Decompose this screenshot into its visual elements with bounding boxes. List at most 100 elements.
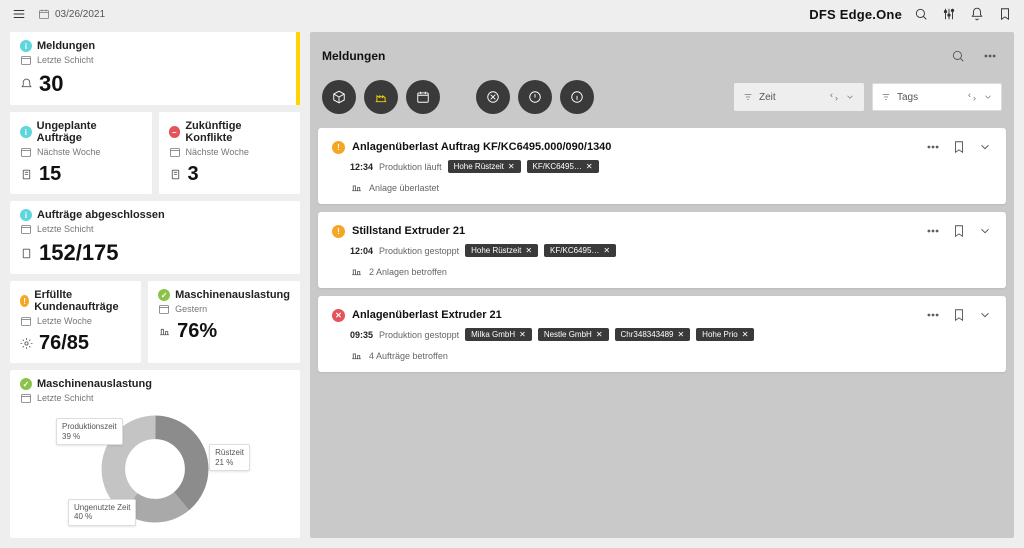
- card-subtitle: Nächste Woche: [37, 147, 100, 157]
- bell-icon[interactable]: [968, 5, 986, 23]
- brand-name: Edge.One: [840, 7, 902, 22]
- sidebar: i Meldungen Letzte Schicht 30 i Ungeplan…: [10, 32, 300, 538]
- menu-icon[interactable]: [10, 5, 28, 23]
- message-status: Produktion gestoppt: [379, 246, 459, 256]
- message-tag[interactable]: Nestle GmbH✕: [538, 328, 609, 341]
- sliders-icon[interactable]: [940, 5, 958, 23]
- dropdown-label: Zeit: [759, 92, 823, 103]
- date-chip[interactable]: 03/26/2021: [38, 8, 105, 20]
- message-more-icon[interactable]: [924, 306, 942, 324]
- kpi-value: 3: [188, 163, 199, 186]
- card-title: Aufträge abgeschlossen: [37, 209, 165, 221]
- message-tag[interactable]: Hohe Rüstzeit✕: [465, 244, 538, 257]
- filter-calendar-icon[interactable]: [406, 80, 440, 114]
- card-subtitle: Letzte Schicht: [37, 224, 94, 234]
- info-icon: i: [20, 40, 32, 52]
- machine-icon: [350, 349, 363, 362]
- calendar-icon: [20, 54, 32, 66]
- message-note: 4 Aufträge betroffen: [369, 351, 448, 361]
- donut-chart: Produktionszeit39 % Rüstzeit21 % Ungenut…: [20, 404, 290, 534]
- chevron-down-icon[interactable]: [976, 138, 994, 156]
- message-tag[interactable]: KF/KC6495…✕: [544, 244, 616, 257]
- card-zukuenftige-konflikte[interactable]: – Zukünftige Konflikte Nächste Woche 3: [159, 112, 301, 194]
- chevron-down-icon[interactable]: [976, 222, 994, 240]
- main-panel: Meldungen: [310, 32, 1014, 538]
- topbar-date: 03/26/2021: [55, 9, 105, 20]
- bookmark-icon[interactable]: [950, 138, 968, 156]
- message-list: ! Anlagenüberlast Auftrag KF/KC6495.000/…: [310, 128, 1014, 372]
- bookmark-icon[interactable]: [950, 306, 968, 324]
- card-erfuellte-kundenauftraege[interactable]: ! Erfüllte Kundenaufträge Letzte Woche 7…: [10, 281, 141, 363]
- tag-remove-icon[interactable]: ✕: [508, 162, 515, 171]
- message-note: 2 Anlagen betroffen: [369, 267, 447, 277]
- warning-icon: !: [20, 295, 29, 307]
- card-maschinenauslastung-gestern[interactable]: ✓ Maschinenauslastung Gestern 76%: [148, 281, 300, 363]
- panel-more-icon[interactable]: [978, 44, 1002, 68]
- filter-close-icon[interactable]: [476, 80, 510, 114]
- filter-row: Zeit Tags: [310, 72, 1014, 128]
- chevron-down-icon[interactable]: [976, 306, 994, 324]
- message-row[interactable]: ✕ Anlagenüberlast Extruder 21 09:35 Prod…: [318, 296, 1006, 372]
- message-status: Produktion gestoppt: [379, 330, 459, 340]
- message-title: Anlagenüberlast Auftrag KF/KC6495.000/09…: [352, 141, 611, 153]
- message-row[interactable]: ! Anlagenüberlast Auftrag KF/KC6495.000/…: [318, 128, 1006, 204]
- machine-icon: [350, 181, 363, 194]
- tag-remove-icon[interactable]: ✕: [586, 162, 593, 171]
- message-time: 12:04: [350, 246, 373, 256]
- sort-zeit-dropdown[interactable]: Zeit: [734, 83, 864, 111]
- tag-remove-icon[interactable]: ✕: [525, 246, 532, 255]
- clipboard-icon: [169, 168, 182, 181]
- message-row[interactable]: ! Stillstand Extruder 21 12:04 Produktio…: [318, 212, 1006, 288]
- card-auftraege-abgeschlossen[interactable]: i Aufträge abgeschlossen Letzte Schicht …: [10, 201, 300, 274]
- card-subtitle: Letzte Woche: [37, 316, 92, 326]
- filter-alert-icon[interactable]: [518, 80, 552, 114]
- search-icon[interactable]: [912, 5, 930, 23]
- machine-icon: [350, 265, 363, 278]
- calendar-icon: [20, 146, 32, 158]
- panel-search-icon[interactable]: [946, 44, 970, 68]
- message-tag[interactable]: KF/KC6495…✕: [527, 160, 599, 173]
- bookmark-icon[interactable]: [950, 222, 968, 240]
- donut-label-unused: Ungenutzte Zeit40 %: [68, 499, 136, 526]
- topbar: 03/26/2021 DFS Edge.One: [0, 0, 1024, 28]
- bell-icon: [20, 78, 33, 91]
- tag-remove-icon[interactable]: ✕: [603, 246, 610, 255]
- clipboard-icon: [20, 247, 33, 260]
- calendar-icon: [20, 315, 32, 327]
- filter-info-icon[interactable]: [560, 80, 594, 114]
- tag-remove-icon[interactable]: ✕: [677, 330, 684, 339]
- calendar-icon: [158, 303, 170, 315]
- severity-icon: ✕: [332, 309, 345, 322]
- tag-remove-icon[interactable]: ✕: [596, 330, 603, 339]
- kpi-value: 76/85: [39, 332, 89, 355]
- filter-factory-icon[interactable]: [364, 80, 398, 114]
- calendar-icon: [20, 223, 32, 235]
- kpi-value: 76%: [177, 320, 217, 343]
- card-ungeplante-auftraege[interactable]: i Ungeplante Aufträge Nächste Woche 15: [10, 112, 152, 194]
- machine-icon: [158, 325, 171, 338]
- message-tag[interactable]: Hohe Prio✕: [696, 328, 754, 341]
- sort-tags-dropdown[interactable]: Tags: [872, 83, 1002, 111]
- message-title: Stillstand Extruder 21: [352, 225, 465, 237]
- card-meldungen[interactable]: i Meldungen Letzte Schicht 30: [10, 32, 300, 105]
- donut-label-prod: Produktionszeit39 %: [56, 418, 123, 445]
- tag-remove-icon[interactable]: ✕: [519, 330, 526, 339]
- bookmark-badge-icon[interactable]: [996, 5, 1014, 23]
- brand: DFS Edge.One: [809, 7, 902, 22]
- dropdown-label: Tags: [897, 92, 961, 103]
- message-tag[interactable]: Hohe Rüstzeit✕: [448, 160, 521, 173]
- card-title: Meldungen: [37, 40, 95, 52]
- message-more-icon[interactable]: [924, 222, 942, 240]
- card-title: Erfüllte Kundenaufträge: [34, 289, 131, 313]
- tag-remove-icon[interactable]: ✕: [742, 330, 749, 339]
- card-title: Ungeplante Aufträge: [37, 120, 142, 144]
- message-tag[interactable]: Chr348343489✕: [615, 328, 691, 341]
- card-maschinenauslastung-schicht[interactable]: ✓ Maschinenauslastung Letzte Schicht Pro…: [10, 370, 300, 538]
- filter-package-icon[interactable]: [322, 80, 356, 114]
- gear-icon: [20, 337, 33, 350]
- calendar-icon: [38, 8, 50, 20]
- message-more-icon[interactable]: [924, 138, 942, 156]
- message-tag[interactable]: Milka GmbH✕: [465, 328, 532, 341]
- kpi-value: 152/175: [39, 240, 119, 266]
- message-time: 09:35: [350, 330, 373, 340]
